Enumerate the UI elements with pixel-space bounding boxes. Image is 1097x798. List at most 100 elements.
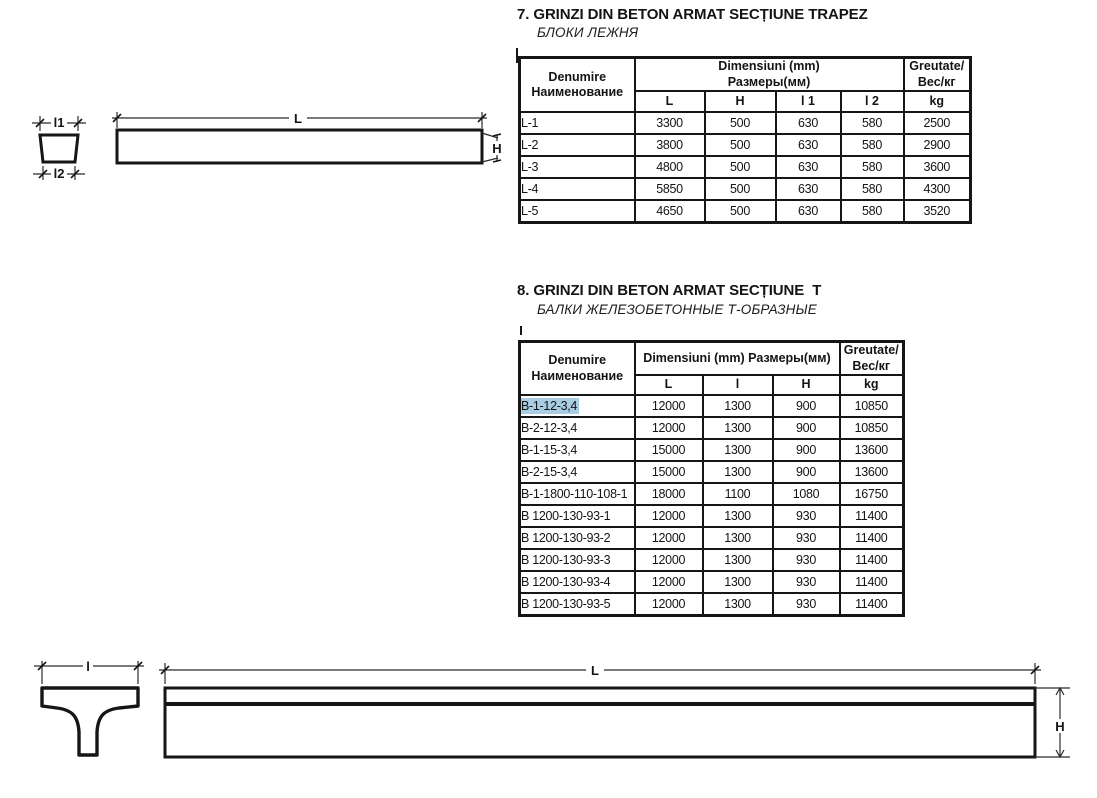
row-value-cell: 1300 [701,548,774,573]
row-value-cell: 3800 [633,133,706,158]
row-value-cell: 500 [703,133,777,158]
row-value-cell: 11400 [838,526,905,551]
weight-header-line1: Greutate/ [843,343,899,357]
row-value-cell: 4800 [633,155,706,180]
col-header-l2: l 2 [839,90,905,114]
section7-subtitle: БЛОКИ ЛЕЖНЯ [537,25,639,40]
table-row: L-4 5850 500 630 580 4300 [518,177,972,202]
row-value-cell: 3600 [902,155,972,180]
row-value-cell: 12000 [633,548,704,573]
row-value-cell: 15000 [633,438,704,463]
row-value-cell: 11400 [838,570,905,595]
row-value-cell: 4300 [902,177,972,202]
row-name-cell: L-1 [518,111,636,136]
row-value-cell: 10850 [838,416,905,441]
row-value-cell: 630 [774,133,842,158]
col-header-L: L [633,90,706,114]
row-value-cell: 580 [839,133,905,158]
row-value-cell: 900 [771,438,841,463]
col-header-L: L [633,374,704,397]
row-name-cell: L-3 [518,155,636,180]
row-value-cell: 12000 [633,504,704,529]
trapez-beams-table: Denumire Наименование Dimensiuni (mm) Ра… [518,56,972,224]
row-value-cell: 1300 [701,526,774,551]
name-header-line2: Наименование [531,85,624,100]
table-row: B-1-12-3,4 12000 1300 900 10850 [518,394,905,419]
trapez-beam-elevation [115,128,484,165]
row-name-cell: B-1-1800-110-108-1 [518,482,636,507]
row-value-cell: 900 [771,460,841,485]
table-row: B-1-1800-110-108-1 18000 1100 1080 16750 [518,482,905,507]
row-value-cell: 3520 [902,199,972,224]
col-header-l1: l 1 [774,90,842,114]
table-row: B-1-15-3,4 15000 1300 900 13600 [518,438,905,463]
table-row: B 1200-130-93-3 12000 1300 930 11400 [518,548,905,573]
section8-title: 8. GRINZI DIN BETON ARMAT SECȚIUNE T [517,282,822,299]
row-value-cell: 930 [771,526,841,551]
row-value-cell: 1300 [701,438,774,463]
dim-label-L: L [294,111,302,126]
dim-label-l: l [86,659,90,674]
row-value-cell: 630 [774,111,842,136]
weight-header-line2: Вес/кг [852,358,891,373]
row-name-cell: L-2 [518,133,636,158]
row-name-cell: B 1200-130-93-3 [518,548,636,573]
t-beams-table: Denumire Наименование Dimensiuni (mm) Ра… [518,340,905,617]
row-name-cell: B-2-12-3,4 [518,416,636,441]
dim-label-H: H [492,141,501,156]
table-row: B 1200-130-93-5 12000 1300 930 11400 [518,592,905,617]
trapez-beam-drawing: l1 l2 L H [32,111,504,181]
row-name-cell: L-4 [518,177,636,202]
row-value-cell: 1080 [771,482,841,507]
row-value-cell: 1300 [701,504,774,529]
col-header-l: l [701,374,774,397]
row-value-cell: 930 [771,504,841,529]
table-row: L-5 4650 500 630 580 3520 [518,199,972,224]
row-value-cell: 12000 [633,592,704,617]
name-header-line1: Denumire [548,69,607,84]
section8-subtitle: БАЛКИ ЖЕЛЕЗОБЕТОННЫЕ Т-ОБРАЗНЫЕ [537,302,817,317]
table-row: B-2-15-3,4 15000 1300 900 13600 [518,460,905,485]
row-value-cell: 500 [703,155,777,180]
row-value-cell: 13600 [838,460,905,485]
row-value-cell: 1300 [701,416,774,441]
col-header-kg: kg [902,90,972,114]
table-row: B 1200-130-93-2 12000 1300 930 11400 [518,526,905,551]
dims-header-line2: Размеры(мм) [727,74,811,89]
dim-label-l1: l1 [54,115,65,130]
row-name-cell: B-2-15-3,4 [518,460,636,485]
row-value-cell: 2900 [902,133,972,158]
name-header-line2: Наименование [531,368,624,383]
scan-artifact [520,326,522,335]
row-value-cell: 580 [839,199,905,224]
row-name-cell: B 1200-130-93-1 [518,504,636,529]
table-row: L-2 3800 500 630 580 2900 [518,133,972,158]
row-value-cell: 11400 [838,592,905,617]
row-value-cell: 630 [774,155,842,180]
weight-header-line2: Вес/кг [917,74,956,89]
row-value-cell: 15000 [633,460,704,485]
scan-artifact [516,48,518,63]
row-value-cell: 12000 [633,394,704,419]
table-row: L-1 3300 500 630 580 2500 [518,111,972,136]
row-value-cell: 12000 [633,416,704,441]
row-value-cell: 13600 [838,438,905,463]
row-value-cell: 10850 [838,394,905,419]
row-value-cell: 930 [771,592,841,617]
row-value-cell: 12000 [633,526,704,551]
selected-text[interactable]: B-1-12-3,4 [521,398,580,415]
col-header-name: Denumire Наименование [518,340,636,397]
dim-label-L: L [591,663,599,678]
row-value-cell: 500 [703,199,777,224]
row-value-cell: 12000 [633,570,704,595]
t-cross-section [40,686,140,757]
row-name-cell: B-1-12-3,4 [518,394,636,419]
table-row: B 1200-130-93-4 12000 1300 930 11400 [518,570,905,595]
name-header-line1: Denumire [548,353,607,367]
row-value-cell: 900 [771,394,841,419]
row-name-cell: L-5 [518,199,636,224]
col-header-kg: kg [838,374,905,397]
row-value-cell: 5850 [633,177,706,202]
row-value-cell: 580 [839,177,905,202]
row-value-cell: 4650 [633,199,706,224]
